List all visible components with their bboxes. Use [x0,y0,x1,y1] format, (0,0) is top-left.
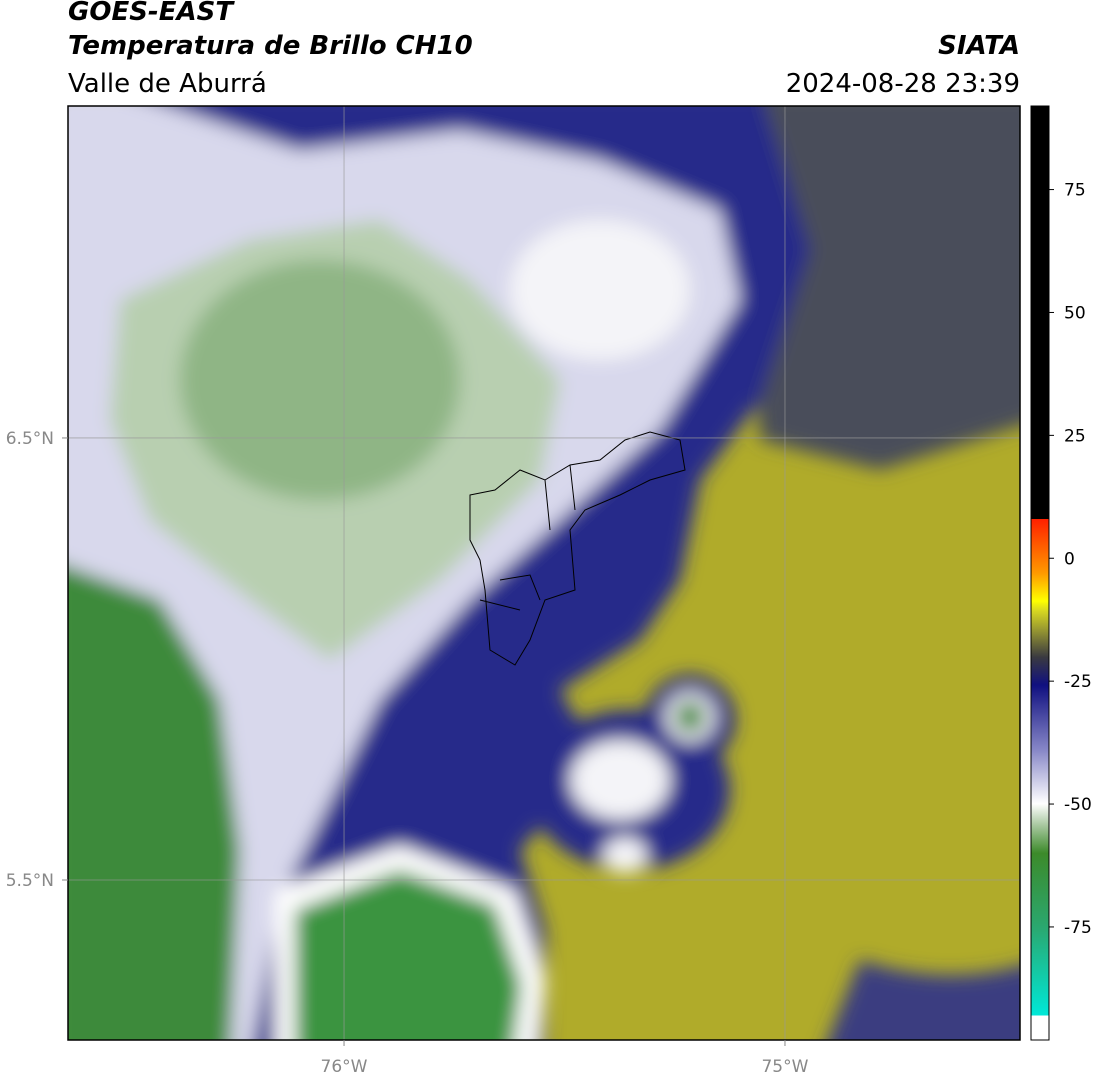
colorbar-tick-label: 25 [1064,426,1086,446]
region: Valle de Aburrá [68,69,267,99]
map-frame [67,105,1021,1041]
colorbar-tick-label: -50 [1064,795,1092,815]
y-tick-label: 5.5°N [6,871,54,891]
timestamp: 2024-08-28 23:39 [786,69,1020,99]
valley-outline [469,431,686,666]
colorbar-tick-label: 75 [1064,181,1086,201]
source: SIATA [938,31,1020,61]
title: GOES-EAST [68,0,235,27]
graticule [68,106,1020,1040]
colorbar-tick-label: 0 [1064,549,1075,569]
y-tick-label: 6.5°N [6,429,54,449]
colorbar-tick-label: -75 [1064,918,1092,938]
colorbar [1030,105,1050,1041]
colorbar-tick-label: 50 [1064,303,1086,323]
x-tick-label: 75°W [761,1057,808,1077]
colorbar-tick-label: -25 [1064,672,1092,692]
x-tick-label: 76°W [321,1057,368,1077]
brightness-field [68,106,1020,1040]
subtitle: Temperatura de Brillo CH10 [68,31,473,61]
